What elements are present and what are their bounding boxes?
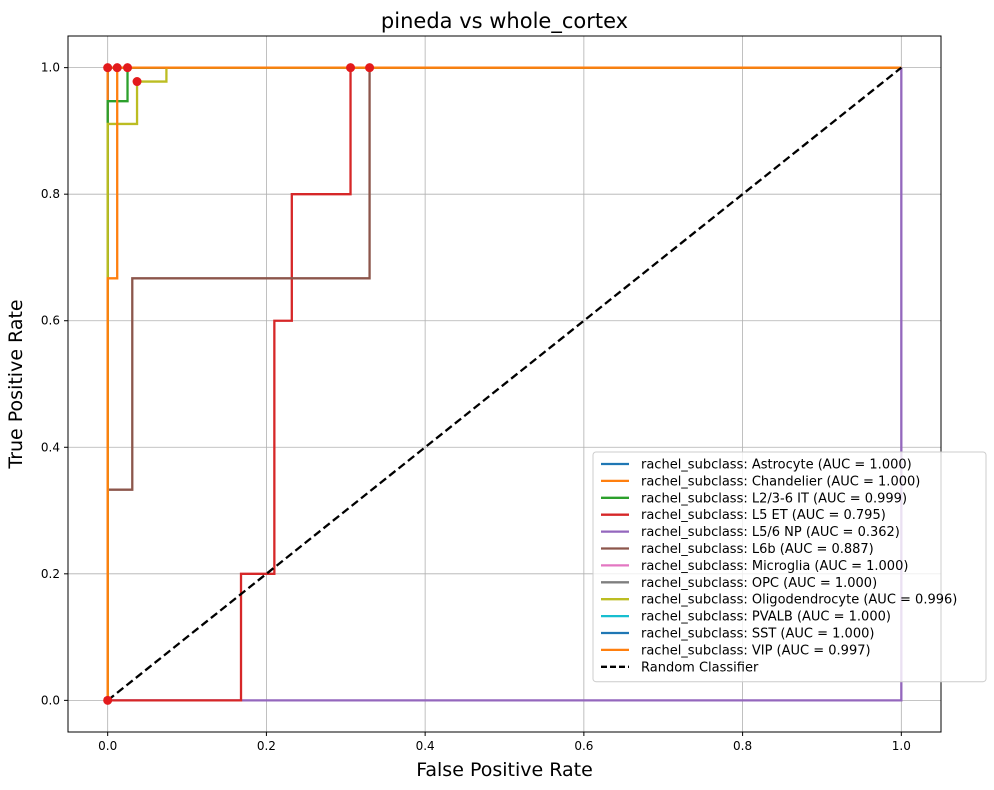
random-classifier-line	[106, 66, 903, 702]
legend-label: rachel_subclass: Chandelier (AUC = 1.000…	[641, 474, 920, 489]
legend-label: rachel_subclass: L6b (AUC = 0.887)	[641, 542, 874, 557]
x-tick-label: 0.8	[733, 739, 752, 753]
x-axis-label: False Positive Rate	[416, 759, 593, 781]
legend-label: rachel_subclass: L5/6 NP (AUC = 0.362)	[641, 525, 900, 540]
threshold-point	[123, 63, 133, 73]
threshold-points	[103, 63, 375, 705]
legend-box	[592, 451, 987, 683]
x-tick-label: 0.4	[416, 739, 435, 753]
roc-line-11	[106, 66, 902, 701]
legend-label: rachel_subclass: OPC (AUC = 1.000)	[641, 576, 877, 591]
legend-label: rachel_subclass: Oligodendrocyte (AUC = …	[641, 593, 957, 608]
x-tick-label: 0.6	[574, 739, 593, 753]
legend-label: rachel_subclass: SST (AUC = 1.000)	[641, 627, 874, 642]
legend-label: rachel_subclass: PVALB (AUC = 1.000)	[641, 610, 891, 625]
y-tick-label: 0.0	[41, 693, 60, 707]
threshold-point	[346, 63, 356, 73]
threshold-point	[132, 77, 142, 87]
threshold-point	[103, 63, 113, 73]
threshold-point	[365, 63, 375, 73]
threshold-point	[103, 695, 113, 705]
x-tick-label: 0.2	[257, 739, 276, 753]
legend-label: Random Classifier	[641, 660, 759, 675]
roc-line-3	[107, 66, 902, 702]
threshold-point	[112, 63, 122, 73]
legend-label: rachel_subclass: VIP (AUC = 0.997)	[641, 643, 871, 658]
y-tick-label: 0.6	[41, 314, 60, 328]
axis-ticks: 0.0 0.2 0.4 0.6 0.8 1.0 0.0 0.2 0.4 0.6 0.8 1.0	[41, 61, 911, 753]
y-tick-label: 0.4	[41, 440, 60, 454]
y-axis-label: True Positive Rate	[5, 299, 27, 469]
legend-label: rachel_subclass: L5 ET (AUC = 0.795)	[641, 508, 886, 523]
legend: rachel_subclass: Astrocyte (AUC = 1.000)…	[592, 451, 987, 683]
x-tick-label: 1.0	[892, 739, 911, 753]
legend-label: rachel_subclass: Microglia (AUC = 1.000)	[641, 559, 908, 574]
plot-frame	[67, 35, 942, 733]
y-tick-label: 0.8	[41, 187, 60, 201]
x-tick-label: 0.0	[98, 739, 117, 753]
legend-label: rachel_subclass: L2/3-6 IT (AUC = 0.999)	[641, 491, 907, 506]
chart-title: pineda vs whole_cortex	[381, 9, 628, 34]
y-tick-label: 1.0	[41, 61, 60, 75]
grid	[68, 36, 941, 732]
legend-label: rachel_subclass: Astrocyte (AUC = 1.000)	[641, 458, 912, 473]
y-tick-label: 0.2	[41, 567, 60, 581]
roc-line-4	[107, 67, 903, 702]
